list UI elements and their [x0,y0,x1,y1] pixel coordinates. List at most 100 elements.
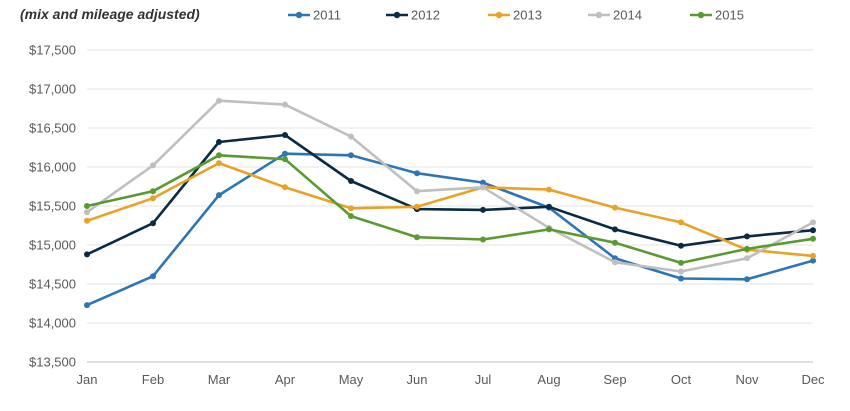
legend-marker [697,11,705,19]
series-line-2012 [85,133,815,256]
data-point-2014-jun [414,188,420,195]
data-point-2014-sep [612,259,618,266]
y-tick-label: $15,500 [29,199,76,214]
data-point-2011-apr [282,150,288,157]
legend-label: 2014 [613,8,642,23]
x-tick-label: Nov [735,372,759,387]
y-tick-label: $13,500 [29,355,76,370]
data-point-2012-sep [612,226,618,233]
y-tick-label: $14,000 [29,316,76,331]
y-tick-label: $16,500 [29,121,76,136]
legend-label: 2011 [313,8,341,23]
y-tick-label: $17,000 [29,82,76,97]
series-line-2015 [85,154,815,265]
y-tick-label: $16,000 [29,160,76,175]
data-point-2011-oct [678,275,684,282]
legend: 2011 2012 2013 2014 2015 [288,8,744,23]
y-tick-label: $15,000 [29,238,76,253]
data-point-2014-oct [678,268,684,275]
data-point-2015-feb [150,188,156,195]
data-point-2011-jul [480,179,486,186]
data-point-2013-sep [612,204,618,211]
data-point-2012-aug [546,203,552,210]
data-point-2011-jun [414,170,420,177]
x-tick-label: Aug [537,372,560,387]
data-point-2011-may [348,152,354,159]
data-point-2011-jan [84,302,90,309]
data-point-2013-dec [810,252,816,259]
legend-label: 2013 [513,8,542,23]
legend-item-2011: 2011 [288,8,341,23]
data-point-2015-may [348,213,354,220]
data-point-2013-oct [678,219,684,226]
x-tick-label: Jun [407,372,428,387]
data-point-2012-may [348,178,354,184]
data-point-2013-apr [282,184,288,191]
data-point-2013-jan [84,217,90,224]
y-tick-label: $17,500 [29,43,76,58]
data-point-2015-apr [282,156,288,163]
data-point-2015-jun [414,234,420,241]
data-point-2014-may [348,133,354,140]
x-tick-label: Apr [275,372,296,387]
data-point-2012-nov [744,233,750,240]
data-point-2014-dec [810,219,816,226]
x-tick-label: May [339,372,364,387]
data-point-2014-feb [150,162,156,169]
legend-label: 2015 [715,8,744,23]
legend-marker [595,11,603,19]
legend-marker [495,11,503,19]
x-axis: Jan Feb Mar Apr May Jun Jul Aug Sep Oct Nov Dec [77,372,826,387]
data-point-2015-nov [744,245,750,252]
data-point-2013-feb [150,195,156,202]
data-point-2012-jul [480,206,486,213]
x-tick-label: Jan [77,372,98,387]
series-group [84,97,816,309]
x-tick-label: Sep [603,372,626,387]
legend-marker [393,11,401,19]
series-2014 [84,97,816,275]
data-point-2015-dec [810,235,816,242]
data-point-2013-aug [546,186,552,193]
data-point-2015-mar [216,152,222,159]
legend-item-2015: 2015 [690,8,744,23]
data-point-2015-jul [480,236,486,243]
legend-item-2014: 2014 [588,8,642,23]
data-point-2012-mar [216,139,222,145]
data-point-2011-dec [810,257,816,264]
data-point-2014-jul [480,184,486,191]
legend-item-2012: 2012 [386,8,440,23]
gridlines [87,49,813,363]
data-point-2014-jan [84,209,90,216]
data-point-2014-nov [744,255,750,262]
y-tick-label: $14,500 [29,277,76,292]
data-point-2011-feb [150,273,156,280]
y-axis: $13,500 $14,000 $14,500 $15,000 $15,500 $16,0… [29,43,76,370]
series-line-2013 [85,161,815,258]
x-tick-label: Feb [142,372,164,387]
series-2015 [84,152,816,266]
data-point-2011-nov [744,276,750,283]
legend-item-2013: 2013 [488,8,542,23]
data-point-2014-apr [282,101,288,108]
data-point-2014-mar [216,97,222,104]
x-tick-label: Jul [475,372,492,387]
data-point-2015-oct [678,259,684,266]
x-tick-label: Mar [208,372,231,387]
data-point-2013-jun [414,203,420,210]
series-line-2014 [85,99,815,273]
legend-marker [295,11,303,19]
data-point-2011-mar [216,192,222,199]
x-tick-label: Dec [801,372,825,387]
data-point-2015-jan [84,203,90,209]
data-point-2012-apr [282,132,288,138]
legend-label: 2012 [411,8,440,23]
chart-subtitle: (mix and mileage adjusted) [20,6,200,22]
x-tick-label: Oct [671,372,692,387]
series-2012 [84,132,816,258]
data-point-2012-jan [84,251,90,258]
data-point-2012-dec [810,227,816,234]
data-point-2013-mar [216,160,222,167]
